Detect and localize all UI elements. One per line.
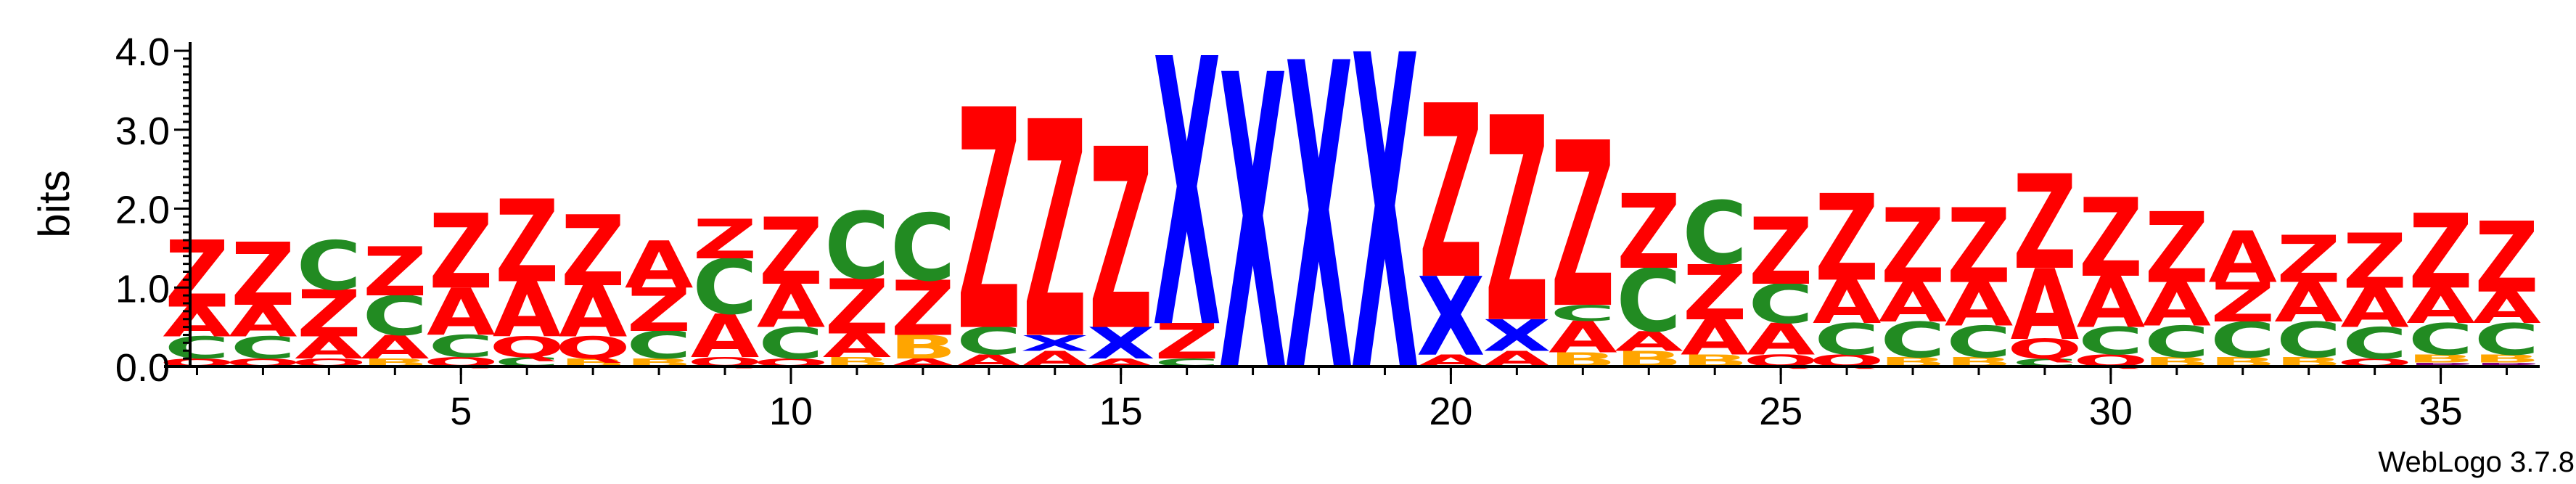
logo-letter-z: Z (1617, 173, 1681, 292)
x-tick-label: 15 (1099, 390, 1143, 433)
x-tick-label: 35 (2419, 390, 2463, 433)
y-tick-label: 3.0 (115, 110, 170, 153)
y-axis-title: bits (30, 170, 78, 237)
logo-letter-a: A (2208, 217, 2277, 298)
logo-letter-z: Z (1551, 96, 1615, 360)
logo-letter-x: X (1218, 0, 1287, 463)
logo-stacks: QCAZQCAZQAZCBACZQCAZCQAZBQAZBCZAQACZQCAZ… (160, 0, 2541, 469)
logo-letter-c: C (824, 194, 890, 300)
logo-letter-c: C (1682, 184, 1747, 284)
logo-letter-z: Z (957, 47, 1022, 399)
logo-letter-z: Z (1749, 200, 1813, 306)
x-tick-label: 30 (2089, 390, 2133, 433)
logo-letter-c: C (297, 227, 362, 305)
footer-label: WebLogo 3.7.8 (2378, 446, 2575, 478)
logo-letter-z: Z (1419, 55, 1483, 332)
logo-letter-x: X (1153, 0, 1221, 410)
logo-letter-x: X (1284, 0, 1353, 467)
logo-letter-z: Z (2342, 218, 2407, 305)
logo-letter-z: Z (1815, 171, 1879, 309)
logo-letter-z: Z (2013, 148, 2077, 299)
logo-letter-z: Z (1881, 187, 1945, 307)
logo-letter-x: X (1350, 0, 1419, 469)
logo-letter-z: Z (1088, 96, 1153, 386)
logo-letter-z: Z (759, 200, 824, 306)
y-tick-label: 1.0 (115, 267, 170, 311)
logo-letter-z: Z (363, 234, 427, 311)
logo-letter-a: A (625, 228, 694, 303)
logo-letter-z: Z (2474, 202, 2539, 315)
logo-letter-c: C (890, 195, 956, 302)
y-tick-label: 2.0 (115, 189, 170, 232)
logo-letter-z: Z (1022, 60, 1087, 406)
logo-letter-z: Z (429, 193, 493, 313)
x-tick-label: 25 (1759, 390, 1802, 433)
logo-letter-z: Z (693, 208, 758, 271)
y-tick-label: 0.0 (115, 346, 170, 390)
logo-letter-z: Z (1947, 187, 2011, 307)
logo-letter-z: Z (2145, 192, 2210, 305)
logo-letter-z: Z (1485, 58, 1549, 386)
logo-letter-z: Z (561, 196, 625, 309)
logo-letter-z: Z (2408, 193, 2473, 313)
logo-letter-z: Z (2276, 223, 2341, 298)
logo-letter-z: Z (2079, 176, 2144, 302)
x-tick-label: 10 (769, 390, 813, 433)
y-tick-label: 4.0 (115, 30, 170, 74)
logo-letter-z: Z (231, 226, 295, 326)
logo-letter-z: Z (165, 222, 229, 329)
x-tick-label: 5 (450, 390, 472, 433)
x-tick-label: 20 (1429, 390, 1472, 433)
logo-letter-z: Z (495, 177, 559, 309)
